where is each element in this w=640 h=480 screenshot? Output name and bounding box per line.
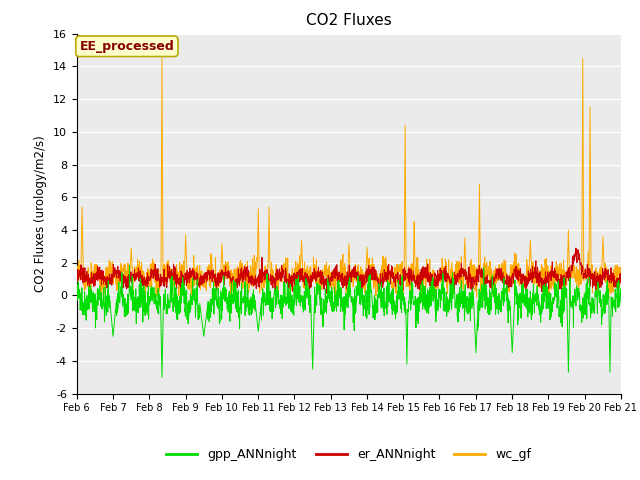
Y-axis label: CO2 Fluxes (urology/m2/s): CO2 Fluxes (urology/m2/s) [35, 135, 47, 292]
Legend: gpp_ANNnight, er_ANNnight, wc_gf: gpp_ANNnight, er_ANNnight, wc_gf [161, 443, 536, 466]
Text: EE_processed: EE_processed [79, 40, 174, 53]
Title: CO2 Fluxes: CO2 Fluxes [306, 13, 392, 28]
